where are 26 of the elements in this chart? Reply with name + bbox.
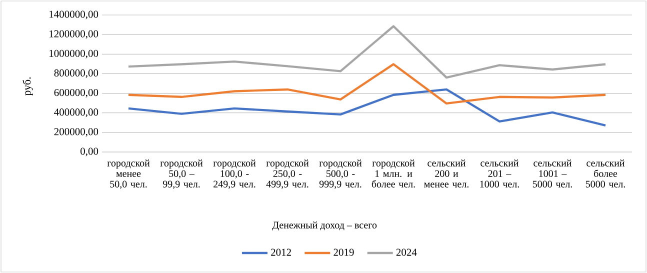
- x-axis-title: Денежный доход – всего: [272, 221, 377, 230]
- legend-label: 2024: [396, 248, 417, 256]
- y-tick-label: 200000,00: [54, 128, 98, 137]
- x-tick-label: городской 50,0 – 99,9 чел.: [160, 160, 203, 189]
- x-tick-label: сельский более 5000 чел.: [586, 160, 625, 188]
- y-tick-label: 400000,00: [54, 108, 98, 118]
- line-series: [127, 88, 607, 127]
- y-tick-label: 1400000,00: [50, 10, 98, 20]
- x-tick-label: городской 500,0 - 999,9 чел.: [319, 160, 362, 189]
- x-tick-label: сельский 201 – 1000 чел.: [480, 160, 519, 188]
- x-tick-label: городской менее 50,0 чел.: [107, 160, 150, 189]
- x-tick-label: сельский 1001 – 5000 чел.: [532, 160, 572, 188]
- y-tick-label: 1000000,00: [50, 50, 98, 58]
- y-tick-label: 800000,00: [54, 69, 98, 78]
- y-axis-title: руб.: [22, 77, 33, 96]
- line-series: [127, 25, 607, 79]
- line-series: [127, 63, 607, 105]
- legend-label: 2012: [271, 248, 291, 256]
- y-tick-label: 600000,00: [54, 88, 98, 98]
- legend-label: 2019: [334, 248, 354, 256]
- x-tick-label: сельский 200 и менее чел.: [424, 160, 468, 188]
- x-tick-label: городской 1 млн. и более чел.: [372, 160, 415, 188]
- y-tick-label: 0,00: [80, 148, 98, 156]
- y-tick-label: 1200000,00: [50, 30, 98, 39]
- x-tick-label: городской 250,0 - 499,9 чел.: [266, 160, 309, 189]
- x-tick-label: городской 100,0 - 249,9 чел.: [213, 160, 256, 189]
